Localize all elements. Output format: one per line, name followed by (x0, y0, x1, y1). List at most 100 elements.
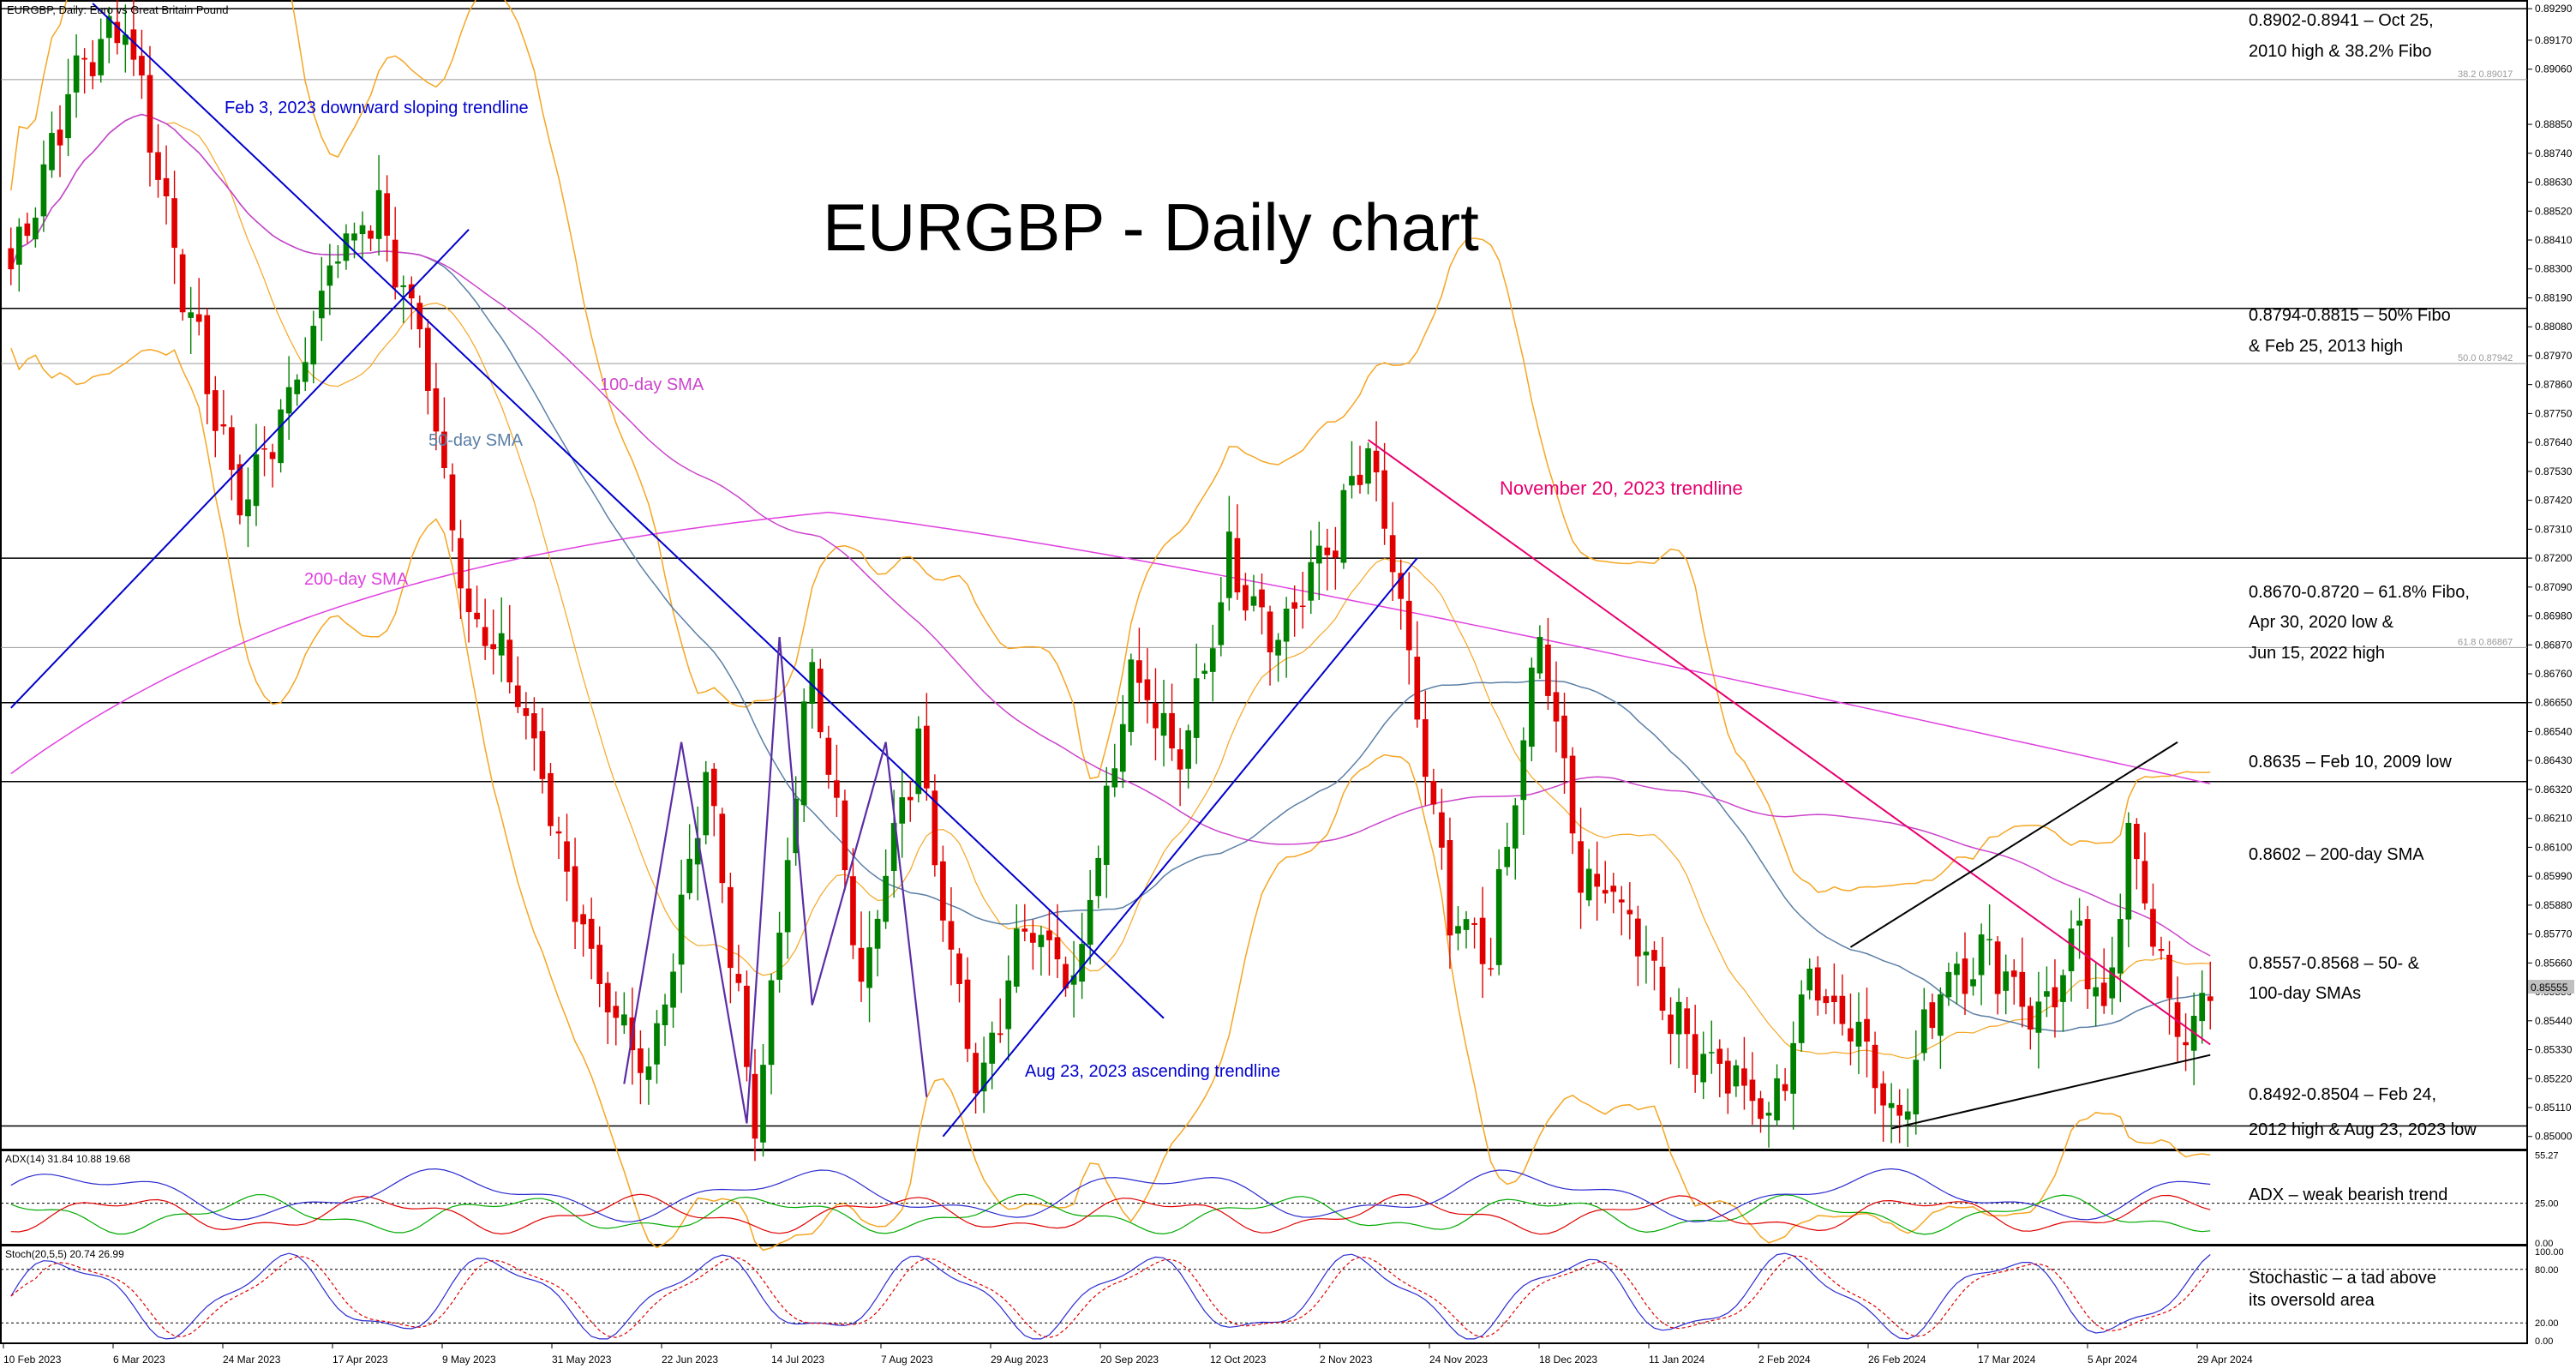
candle (1185, 724, 1191, 789)
candle-body (1553, 692, 1560, 722)
candle (883, 849, 889, 929)
candle (866, 910, 872, 1023)
candle (760, 1044, 766, 1157)
trendline-4 (1849, 741, 2178, 948)
candle (81, 48, 87, 94)
candle-body (449, 474, 456, 531)
candle-body (1340, 489, 1347, 563)
candle (1013, 904, 1020, 994)
candle-body (1806, 968, 1813, 991)
candle-body (2044, 991, 2050, 997)
price-tick-label: 0.88740 (2535, 147, 2573, 159)
candle (1529, 657, 1535, 762)
candle-body (1070, 975, 1077, 985)
date-axis: 10 Feb 2023 6 Mar 2023 24 Mar 2023 17 Apr 2… (3, 1343, 2253, 1366)
candle-body (1218, 602, 1225, 645)
annotation-100-day-sma: 100-day SMA (600, 375, 704, 394)
candle (1479, 886, 1486, 999)
candle-body (572, 866, 578, 922)
candle-body (2060, 975, 2066, 1002)
candle-body (40, 164, 47, 217)
candle (1324, 528, 1331, 591)
candle (449, 463, 456, 552)
date-tick-label: 20 Sep 2023 (1100, 1354, 1159, 1366)
candle (1520, 727, 1527, 835)
candle (964, 957, 971, 1063)
candle (973, 1042, 979, 1114)
stochastic-indicator: 100.00 80.00 20.00 0.00 (1, 1247, 2564, 1347)
candle (40, 140, 47, 232)
moving-averages (10, 113, 2211, 1032)
candle-body (1128, 659, 1135, 732)
candle-body (1038, 934, 1045, 947)
candle (1774, 1064, 1780, 1126)
candle (114, 0, 121, 55)
candle-body (1153, 703, 1159, 729)
candle (940, 845, 946, 942)
fibo-label-1: 50.0 0.87942 (2458, 353, 2513, 363)
candle-body (81, 57, 87, 60)
candle (1218, 577, 1225, 657)
candle (2142, 832, 2148, 910)
candle (1340, 483, 1347, 569)
candle-body (8, 248, 15, 270)
candle (948, 887, 955, 986)
candle (269, 443, 276, 488)
candle-body (2142, 861, 2148, 904)
candle-body (1978, 934, 1985, 976)
candle (2060, 969, 2066, 1032)
candle (1823, 988, 1830, 1015)
date-tick-label: 9 May 2023 (442, 1354, 496, 1366)
candle-body (237, 464, 243, 516)
price-tick-label: 0.87200 (2535, 552, 2573, 564)
candle (105, 6, 112, 63)
candle-body (850, 876, 856, 946)
candle-body (1259, 589, 1265, 608)
bollinger-bands (10, 0, 2211, 1252)
candle-body (204, 315, 211, 394)
candle-body (1880, 1083, 1886, 1106)
trendline-3 (1367, 439, 2211, 1046)
candle-body (1463, 919, 1470, 930)
candle-body (1030, 933, 1036, 943)
candle-body (220, 423, 227, 427)
candle-body (1782, 1084, 1788, 1091)
candle-body (2166, 954, 2172, 999)
candle-body (253, 454, 260, 507)
candle-body (2158, 948, 2165, 952)
candle-body (1169, 712, 1175, 749)
candle (1226, 495, 1232, 611)
price-tick-label: 0.86430 (2535, 754, 2573, 766)
candle (1986, 904, 1992, 966)
candle-body (1046, 930, 1052, 940)
price-tick-label: 0.88630 (2535, 177, 2573, 189)
price-tick-label: 0.86210 (2535, 813, 2573, 825)
candle-body (940, 861, 946, 921)
annotation-nov20-trendline: November 20, 2023 trendline (1500, 477, 1743, 499)
date-tick-label: 29 Apr 2024 (2197, 1354, 2253, 1366)
candle (1782, 1068, 1788, 1102)
candle (179, 249, 186, 321)
price-tick-label: 0.89290 (2535, 3, 2573, 15)
candle-body (1798, 994, 1805, 1043)
candle-body (1357, 474, 1363, 485)
candle-body (1021, 928, 1028, 932)
candle (1021, 904, 1028, 941)
price-tick-label: 0.85330 (2535, 1044, 2573, 1056)
note-fibo38-line2: 2010 high & 38.2% Fibo (2249, 42, 2432, 61)
candle-body (1373, 450, 1380, 473)
candle (441, 397, 447, 479)
date-tick-label: 17 Apr 2023 (332, 1354, 388, 1366)
candle-body (1495, 868, 1502, 965)
candle (1643, 925, 1650, 984)
candle-body (1529, 667, 1535, 748)
candle (155, 123, 161, 198)
candle-body (2010, 970, 2017, 977)
candle-body (899, 796, 906, 824)
candle-body (212, 390, 219, 431)
candle-body (171, 198, 177, 249)
candle-body (580, 914, 586, 925)
adx-label: ADX(14) 31.84 10.88 19.68 (5, 1153, 130, 1165)
candle-body (1365, 447, 1371, 484)
candle-body (73, 55, 80, 93)
